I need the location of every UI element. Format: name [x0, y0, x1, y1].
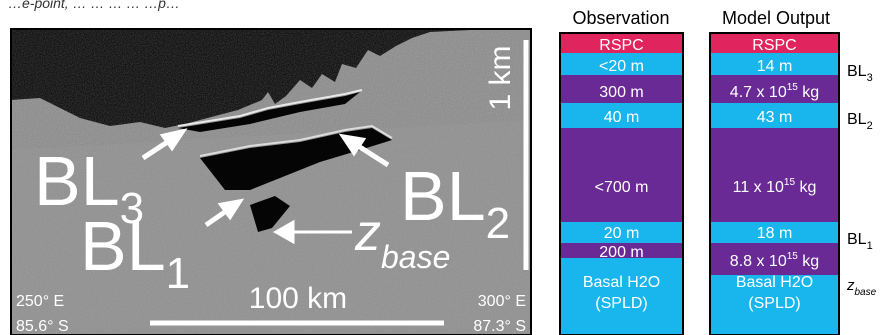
- model-layer-unit: kg: [798, 253, 819, 270]
- model-layer-value: 43 m: [757, 109, 793, 126]
- label-zbase: zbase: [354, 204, 450, 275]
- obs-layer-blue: [560, 103, 683, 128]
- model-layer-label: Basal H2O: [736, 274, 813, 291]
- model-layer-value: 4.7 x 10: [730, 84, 787, 101]
- model-layer-label: 8.8 x 1015 kg: [730, 251, 819, 270]
- obs-layer-purple: [560, 128, 683, 222]
- model-layer-label: 18 m: [757, 225, 793, 242]
- model-layer-purple: [710, 75, 839, 103]
- model-layer-blue: [710, 103, 839, 128]
- side-label: BL3: [847, 63, 873, 84]
- obs-layer-sublabel: (SPLD): [595, 295, 647, 312]
- observation-column: RSPC <20 m 300 m 40 m <700 m 20 m 200 m Basal H…: [560, 33, 683, 335]
- obs-layer-label: 20 m: [604, 225, 640, 242]
- obs-layer-label: 40 m: [604, 109, 640, 126]
- bl2-unit: [200, 128, 392, 190]
- model-layer-blue: [710, 53, 839, 75]
- label-bl3: BL3: [34, 142, 144, 233]
- obs-layer-value: 20 m: [604, 225, 640, 242]
- model-layer-label: 4.7 x 1015 kg: [730, 82, 819, 101]
- obs-layer-value: <700 m: [595, 179, 649, 196]
- obs-layer-label: Basal H2O: [583, 274, 660, 291]
- top-caption: …e‑point, … … … … …p…: [8, 0, 180, 11]
- model-layer-exponent: 15: [787, 82, 799, 93]
- coord-right-lon: 300° E: [478, 293, 526, 310]
- obs-layer-label: 300 m: [599, 84, 643, 101]
- coord-left-lat: 85.6° S: [16, 318, 69, 335]
- model-layer-label: 11 x 1015 kg: [733, 177, 817, 196]
- model-layer-purple: [710, 243, 839, 275]
- horizontal-scale-label: 100 km: [249, 282, 347, 315]
- side-labels: BL3 BL2 BL1 zbase: [846, 63, 877, 298]
- model-layer-blue: [710, 275, 839, 335]
- model-layer-unit: kg: [798, 84, 819, 101]
- obs-layer-value: RSPC: [599, 37, 643, 54]
- vertical-scale-label: 1 km: [484, 45, 517, 110]
- model-layer-value: 8.8 x 10: [730, 253, 787, 270]
- obs-layer-value: 300 m: [599, 84, 643, 101]
- bl3-unit: [178, 92, 360, 132]
- side-label: BL2: [847, 111, 873, 132]
- model-layer-label: RSPC: [752, 37, 796, 54]
- coord-right-lat: 87.3° S: [473, 318, 526, 335]
- obs-layer-purple: [560, 75, 683, 103]
- radargram-panel: [11, 29, 531, 335]
- model-layer-unit: kg: [795, 179, 816, 196]
- obs-layer-rspc: [560, 33, 683, 53]
- model-layer-purple: [710, 128, 839, 222]
- observation-column-border: [559, 32, 684, 335]
- obs-layer-purple: [560, 243, 683, 258]
- obs-layer-blue: [560, 53, 683, 75]
- model-layer-rspc: [710, 33, 839, 53]
- coord-left-lon: 250° E: [16, 293, 64, 310]
- obs-layer-value: 40 m: [604, 109, 640, 126]
- model-layer-label: 14 m: [757, 58, 793, 75]
- obs-layer-label: 200 m: [599, 244, 643, 261]
- model-layer-value: RSPC: [752, 37, 796, 54]
- model-layer-value: 14 m: [757, 58, 793, 75]
- annotation-arrows: [141, 128, 390, 245]
- observation-title: Observation: [572, 8, 669, 28]
- model-layer-exponent: 15: [784, 177, 796, 188]
- model-layer-value: 11 x 10: [733, 179, 784, 196]
- obs-layer-blue: [560, 222, 683, 243]
- arrow-bl2-head: [338, 133, 367, 157]
- model-layer-exponent: 15: [787, 251, 799, 262]
- obs-layer-label: <20 m: [599, 58, 644, 75]
- bl1-unit: [250, 196, 290, 232]
- obs-layer-value: 200 m: [599, 244, 643, 261]
- model-layer-label: 43 m: [757, 109, 793, 126]
- model-layer-value: 18 m: [757, 225, 793, 242]
- model-layer-blue: [710, 222, 839, 243]
- obs-layer-value: <20 m: [599, 58, 644, 75]
- label-bl2: BL2: [400, 157, 510, 248]
- obs-layer-label: <700 m: [595, 179, 649, 196]
- label-bl1: BL1: [80, 207, 190, 298]
- arrow-zbase-head: [272, 219, 295, 245]
- arrow-bl1-head: [217, 198, 245, 221]
- side-label: BL1: [847, 231, 873, 252]
- model-layer-sublabel: (SPLD): [748, 295, 800, 312]
- obs-layer-label: RSPC: [599, 37, 643, 54]
- model-title: Model Output: [722, 8, 830, 28]
- obs-layer-blue: [560, 258, 683, 335]
- model-column-border: [709, 32, 840, 335]
- arrow-bl3-head: [159, 128, 188, 152]
- side-label: zbase: [846, 277, 877, 298]
